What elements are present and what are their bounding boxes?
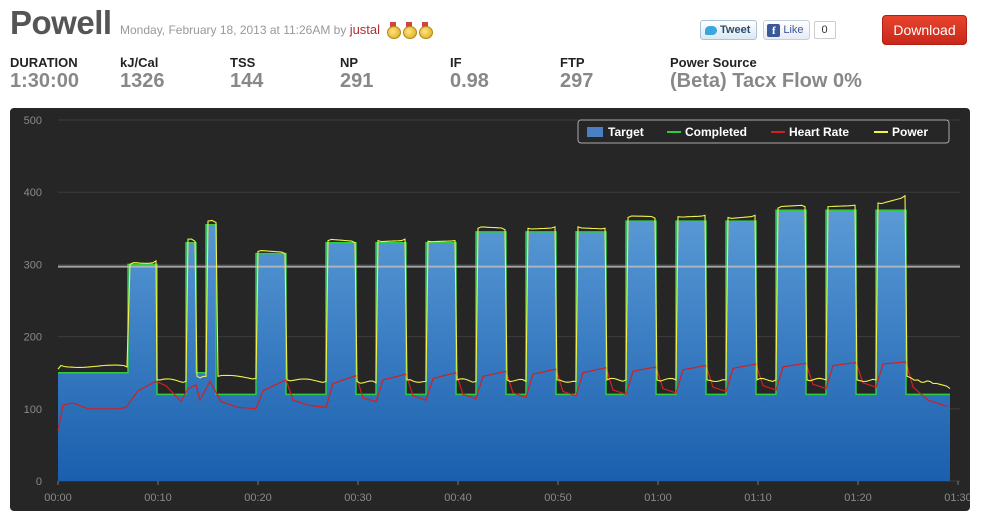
medal-icon bbox=[419, 22, 434, 39]
like-count: 0 bbox=[813, 21, 836, 39]
like-label: Like bbox=[783, 24, 804, 36]
y-tick-label: 500 bbox=[24, 115, 42, 127]
download-button[interactable]: Download bbox=[882, 15, 967, 45]
chart-legend bbox=[577, 119, 950, 144]
stat-if: IF 0.98 bbox=[450, 55, 489, 93]
stat-label: kJ/Cal bbox=[120, 55, 159, 70]
stat-label: NP bbox=[340, 55, 359, 70]
medals bbox=[387, 22, 435, 40]
tweet-label: Tweet bbox=[720, 24, 751, 36]
medal-icon bbox=[387, 22, 402, 39]
stat-value: (Beta) Tacx Flow 0% bbox=[670, 70, 862, 92]
stat-label: TSS bbox=[230, 55, 256, 70]
stat-value: 1:30:00 bbox=[10, 70, 79, 92]
stat-label: Power Source bbox=[670, 55, 757, 70]
stat-value: 291 bbox=[340, 70, 374, 92]
stat-ftp: FTP 297 bbox=[560, 55, 593, 93]
stat-value: 1326 bbox=[120, 70, 165, 92]
y-tick-label: 400 bbox=[24, 187, 42, 199]
y-tick-label: 200 bbox=[24, 332, 42, 344]
stat-tss: TSS 144 bbox=[230, 55, 263, 93]
workout-title: Powell bbox=[10, 4, 112, 41]
social-buttons: Tweet f Like 0 bbox=[700, 20, 836, 40]
stat-label: FTP bbox=[560, 55, 585, 70]
legend-swatch-target bbox=[587, 127, 603, 137]
stat-value: 297 bbox=[560, 70, 594, 92]
medal-icon bbox=[403, 22, 418, 39]
stat-duration: DURATION 1:30:00 bbox=[10, 55, 79, 93]
x-tick-label: 00:30 bbox=[344, 492, 372, 504]
x-tick-label: 00:50 bbox=[544, 492, 572, 504]
tweet-button[interactable]: Tweet bbox=[700, 20, 758, 40]
twitter-bird-icon bbox=[705, 25, 717, 35]
x-tick-label: 00:40 bbox=[444, 492, 472, 504]
legend-label: Target bbox=[608, 125, 644, 139]
y-tick-label: 300 bbox=[24, 259, 42, 271]
stat-np: NP 291 bbox=[340, 55, 373, 93]
user-link[interactable]: justal bbox=[349, 22, 381, 37]
like-button[interactable]: f Like bbox=[763, 20, 810, 40]
workout-header: Powell Monday, February 18, 2013 at 11:2… bbox=[10, 4, 972, 48]
target-area bbox=[58, 210, 950, 481]
workout-chart-svg[interactable]: 0 100 200 300 400 500 00:00 00:10 00:20 00:30 00:4… bbox=[10, 108, 970, 511]
workout-chart[interactable]: 0 100 200 300 400 500 00:00 00:10 00:20 00:30 00:4… bbox=[10, 108, 970, 511]
y-tick-label: 0 bbox=[36, 476, 42, 488]
legend-label: Completed bbox=[685, 125, 747, 139]
x-tick-label: 00:20 bbox=[244, 492, 272, 504]
workout-stats: DURATION 1:30:00 kJ/Cal 1326 TSS 144 NP … bbox=[10, 55, 970, 100]
heart-rate-line bbox=[57, 361, 949, 431]
x-tick-label: 01:30 bbox=[944, 492, 970, 504]
stat-label: IF bbox=[450, 55, 462, 70]
stat-value: 0.98 bbox=[450, 70, 489, 92]
x-tick-label: 01:00 bbox=[644, 492, 672, 504]
stat-power-source: Power Source (Beta) Tacx Flow 0% bbox=[670, 55, 862, 93]
legend-label: Heart Rate bbox=[789, 125, 849, 139]
x-tick-label: 00:10 bbox=[144, 492, 172, 504]
workout-date: Monday, February 18, 2013 at 11:26AM by bbox=[120, 23, 350, 37]
x-tick-label: 01:10 bbox=[744, 492, 772, 504]
facebook-icon: f bbox=[767, 23, 781, 37]
stat-label: DURATION bbox=[10, 55, 78, 70]
power-line bbox=[57, 194, 951, 390]
stat-value: 144 bbox=[230, 70, 264, 92]
legend-label: Power bbox=[892, 125, 928, 139]
y-tick-label: 100 bbox=[24, 404, 42, 416]
workout-meta: Monday, February 18, 2013 at 11:26AM by … bbox=[120, 22, 435, 40]
x-tick-label: 00:00 bbox=[44, 492, 72, 504]
stat-kj-cal: kJ/Cal 1326 bbox=[120, 55, 165, 93]
x-tick-label: 01:20 bbox=[844, 492, 872, 504]
